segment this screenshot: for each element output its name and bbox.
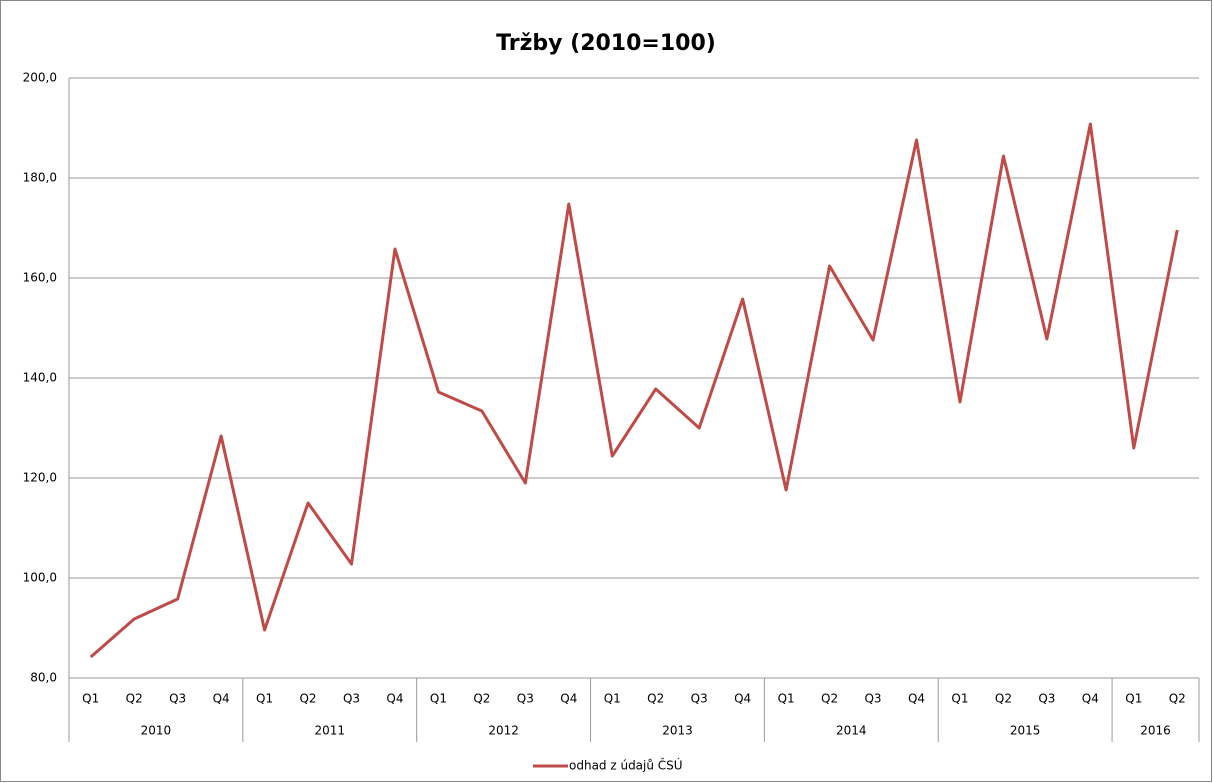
x-tick-label: Q3 xyxy=(864,692,881,706)
line-series xyxy=(89,122,1179,659)
group-label: 2014 xyxy=(836,724,867,738)
x-tick-label: Q2 xyxy=(1169,692,1186,706)
x-tick-label: Q1 xyxy=(604,692,621,706)
y-tick-label: 80,0 xyxy=(30,671,57,685)
group-label: 2015 xyxy=(1010,724,1041,738)
y-tick-label: 180,0 xyxy=(23,171,57,185)
x-tick-label: Q1 xyxy=(778,692,795,706)
x-tick-label: Q4 xyxy=(908,692,925,706)
x-tick-label: Q4 xyxy=(1082,692,1099,706)
x-tick-label: Q4 xyxy=(560,692,577,706)
x-tick-label: Q3 xyxy=(1038,692,1055,706)
x-tick-label: Q3 xyxy=(343,692,360,706)
y-tick-label: 100,0 xyxy=(23,571,57,585)
x-tick-label: Q2 xyxy=(126,692,143,706)
x-tick-label: Q1 xyxy=(1125,692,1142,706)
x-tick-label: Q2 xyxy=(299,692,316,706)
group-label: 2012 xyxy=(488,724,519,738)
chart-title: Tržby (2010=100) xyxy=(496,31,716,56)
legend-label: odhad z údajů ČSÚ xyxy=(569,758,683,773)
x-tick-label: Q2 xyxy=(821,692,838,706)
x-tick-label: Q1 xyxy=(256,692,273,706)
group-label: 2013 xyxy=(662,724,693,738)
group-label: 2010 xyxy=(141,724,172,738)
x-tick-label: Q2 xyxy=(647,692,664,706)
x-tick-label: Q4 xyxy=(734,692,751,706)
x-tick-label: Q1 xyxy=(951,692,968,706)
y-tick-label: 120,0 xyxy=(23,471,57,485)
group-label: 2016 xyxy=(1140,724,1171,738)
x-tick-label: Q3 xyxy=(691,692,708,706)
x-tick-label: Q4 xyxy=(386,692,403,706)
x-tick-label: Q3 xyxy=(169,692,186,706)
x-tick-label: Q1 xyxy=(430,692,447,706)
x-tick-label: Q1 xyxy=(82,692,99,706)
x-tick-label: Q3 xyxy=(517,692,534,706)
y-tick-label: 140,0 xyxy=(23,371,57,385)
x-tick-label: Q2 xyxy=(995,692,1012,706)
y-tick-label: 200,0 xyxy=(23,71,57,85)
x-tick-label: Q2 xyxy=(473,692,490,706)
x-tick-label: Q4 xyxy=(213,692,230,706)
group-label: 2011 xyxy=(314,724,345,738)
y-tick-label: 160,0 xyxy=(23,271,57,285)
